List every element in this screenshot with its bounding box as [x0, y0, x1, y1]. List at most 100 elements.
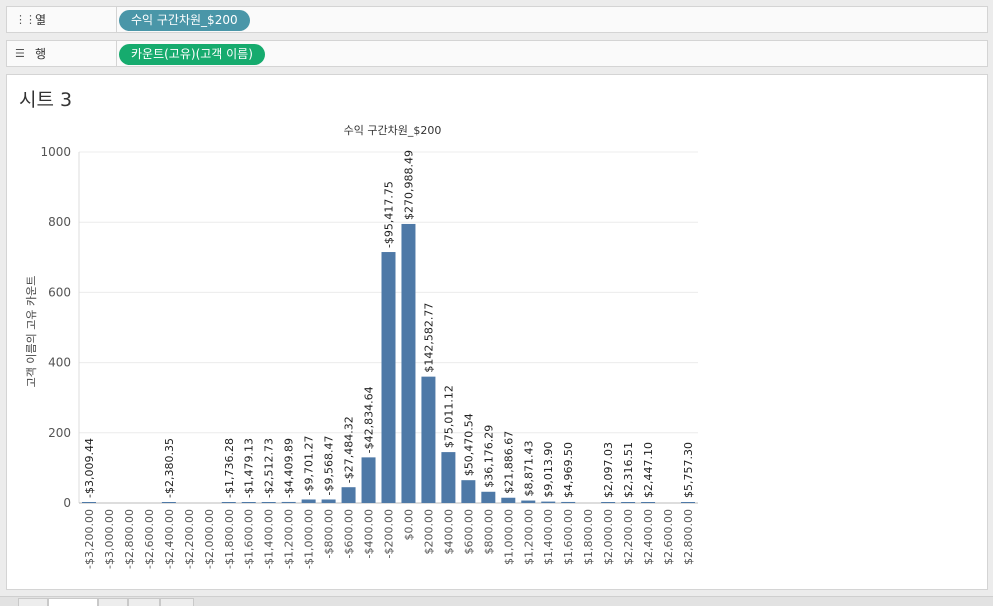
data-label: $9,013.90 [542, 442, 555, 498]
data-label: $36,176.29 [482, 425, 495, 488]
sheet-tab[interactable] [128, 598, 160, 606]
data-label: -$1,479.13 [243, 438, 256, 498]
x-tick-label: -$1,000.00 [303, 509, 316, 569]
data-label: $4,969.50 [562, 442, 575, 498]
x-tick-label: $1,200.00 [522, 509, 535, 565]
data-label: -$95,417.75 [383, 181, 396, 248]
columns-icon: ⋮⋮⋮ [15, 13, 46, 26]
sheet-tab-active[interactable] [48, 598, 98, 606]
bar [301, 499, 316, 503]
x-tick-label: -$2,200.00 [183, 509, 196, 569]
x-tick-label: -$1,400.00 [263, 509, 276, 569]
columns-label-text: 열 [35, 13, 47, 27]
rows-label-text: 행 [35, 47, 47, 61]
data-label: -$27,484.32 [343, 416, 356, 483]
data-label: $5,757.30 [682, 442, 695, 498]
bar [501, 497, 516, 503]
bar [401, 223, 416, 503]
y-tick-label: 200 [48, 426, 71, 440]
bar [281, 501, 296, 503]
x-tick-label: -$3,000.00 [103, 509, 116, 569]
worksheet: 시트 3 0 200 400 600 800 1000 수익 구간차원_$200 고객 이름의… [6, 74, 988, 590]
data-label: -$9,701.27 [303, 436, 316, 496]
columns-shelf-label: ⋮⋮⋮ 열 [7, 7, 117, 32]
bar [381, 252, 396, 503]
rows-pill[interactable]: 카운트(고유)(고객 이름) [119, 44, 265, 65]
bar [641, 502, 656, 503]
x-tick-label: $2,200.00 [622, 509, 635, 565]
data-label: $21,886.67 [502, 431, 515, 494]
bar [161, 502, 176, 503]
columns-pill[interactable]: 수익 구간차원_$200 [119, 10, 250, 31]
bar [621, 502, 636, 503]
bar [341, 487, 356, 503]
bar [481, 491, 496, 503]
x-tick-label: -$2,400.00 [163, 509, 176, 569]
y-tick-label: 400 [48, 356, 71, 370]
x-tick-label: -$2,600.00 [143, 509, 156, 569]
data-label: $2,097.03 [602, 442, 615, 498]
sheet-tab[interactable] [18, 598, 48, 606]
data-label: -$2,512.73 [263, 438, 276, 498]
data-label: $270,988.49 [402, 150, 415, 220]
chart-title: 수익 구간차원_$200 [344, 124, 442, 137]
bar [241, 502, 256, 503]
bar [541, 501, 556, 503]
data-label: $8,871.43 [522, 441, 535, 497]
x-tick-label: -$1,200.00 [283, 509, 296, 569]
data-label: -$2,380.35 [163, 438, 176, 498]
x-tick-label: -$200.00 [383, 509, 396, 558]
bar [681, 502, 696, 503]
data-label: -$4,409.89 [283, 438, 296, 498]
rows-shelf-label: ☰ 행 [7, 41, 117, 66]
y-tick-label: 0 [63, 496, 71, 510]
sheet-title: 시트 3 [19, 89, 73, 111]
x-tick-label: $1,400.00 [542, 509, 555, 565]
x-tick-label: $200.00 [422, 509, 435, 555]
bar [261, 502, 276, 503]
data-label: -$1,736.28 [223, 438, 236, 498]
bar [601, 502, 616, 503]
data-label: $50,470.54 [462, 413, 475, 476]
y-axis-title: 고객 이름의 고유 카운트 [25, 276, 38, 388]
x-tick-label: $2,400.00 [642, 509, 655, 565]
bar [321, 499, 336, 503]
rows-shelf[interactable]: ☰ 행 카운트(고유)(고객 이름) [6, 40, 988, 67]
bar [421, 376, 436, 503]
x-tick-label: $600.00 [462, 509, 475, 555]
x-tick-label: -$800.00 [323, 509, 336, 558]
data-label: $142,582.77 [422, 303, 435, 373]
x-tick-label: -$400.00 [363, 509, 376, 558]
x-tick-label: -$600.00 [343, 509, 356, 558]
x-tick-label: -$1,600.00 [243, 509, 256, 569]
data-label: -$9,568.47 [323, 436, 336, 496]
data-label: $2,316.51 [622, 442, 635, 498]
data-label: $2,447.10 [642, 442, 655, 498]
top-strip [0, 0, 993, 4]
x-tick-label: -$1,800.00 [223, 509, 236, 569]
x-tick-label: $1,600.00 [562, 509, 575, 565]
x-tick-label: -$3,200.00 [83, 509, 96, 569]
y-tick-label: 1000 [40, 145, 71, 159]
data-label: -$3,009.44 [83, 438, 96, 498]
sheet-tab[interactable] [98, 598, 128, 606]
bar [461, 480, 476, 503]
data-label: $75,011.12 [442, 385, 455, 448]
bar [521, 500, 536, 503]
y-tick-label: 600 [48, 285, 71, 299]
sheet-tab-bar [0, 596, 993, 606]
x-tick-label: -$2,000.00 [203, 509, 216, 569]
bar-chart: 0 200 400 600 800 1000 수익 구간차원_$200 고객 이름의 고유 카… [25, 124, 698, 569]
x-tick-label: $2,600.00 [662, 509, 675, 565]
bar [81, 502, 96, 503]
x-tick-label: $2,800.00 [682, 509, 695, 565]
x-tick-label: -$2,800.00 [123, 509, 136, 569]
bar [561, 501, 576, 503]
columns-shelf[interactable]: ⋮⋮⋮ 열 수익 구간차원_$200 [6, 6, 988, 33]
bar [441, 452, 456, 503]
data-label: -$42,834.64 [363, 386, 376, 453]
x-tick-label: $800.00 [482, 509, 495, 555]
bar [221, 502, 236, 503]
sheet-tab[interactable] [160, 598, 194, 606]
y-tick-label: 800 [48, 215, 71, 229]
